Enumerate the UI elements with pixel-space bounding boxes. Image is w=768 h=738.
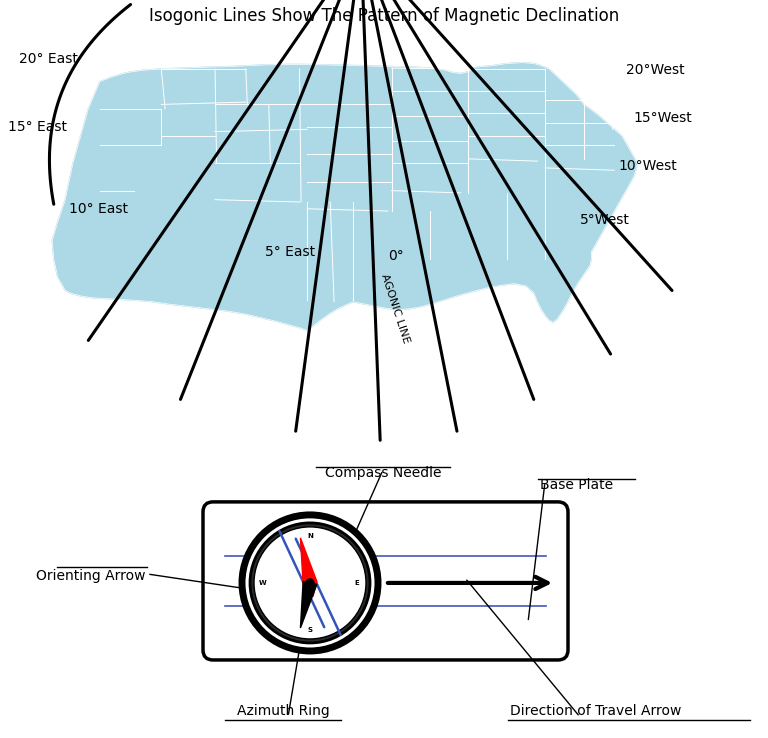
Text: W: W <box>259 580 266 586</box>
Text: Base Plate: Base Plate <box>540 478 613 492</box>
Circle shape <box>242 515 378 651</box>
Text: 15°West: 15°West <box>634 111 692 125</box>
Circle shape <box>306 579 314 587</box>
Circle shape <box>250 523 370 643</box>
Text: 0°: 0° <box>388 249 404 263</box>
Text: Compass Needle: Compass Needle <box>325 466 442 480</box>
Circle shape <box>254 527 366 639</box>
Text: 10° East: 10° East <box>69 201 128 215</box>
Text: AGONIC LINE: AGONIC LINE <box>379 272 412 345</box>
Polygon shape <box>300 538 317 596</box>
Text: 15° East: 15° East <box>8 120 67 134</box>
Text: 5° East: 5° East <box>265 245 315 259</box>
Text: Isogonic Lines Show The Pattern of Magnetic Declination: Isogonic Lines Show The Pattern of Magne… <box>149 7 619 25</box>
Text: 10°West: 10°West <box>618 159 677 173</box>
FancyBboxPatch shape <box>203 502 568 660</box>
Text: N: N <box>307 533 313 539</box>
Text: Orienting Arrow: Orienting Arrow <box>35 569 145 583</box>
Text: 20°West: 20°West <box>626 63 684 77</box>
Text: E: E <box>355 580 359 586</box>
Text: Azimuth Ring: Azimuth Ring <box>237 704 329 718</box>
Polygon shape <box>52 63 637 331</box>
Text: 20° East: 20° East <box>19 52 78 66</box>
Polygon shape <box>300 582 317 628</box>
Text: S: S <box>307 627 313 633</box>
Text: Direction of Travel Arrow: Direction of Travel Arrow <box>510 704 681 718</box>
Text: 5°West: 5°West <box>580 213 630 227</box>
